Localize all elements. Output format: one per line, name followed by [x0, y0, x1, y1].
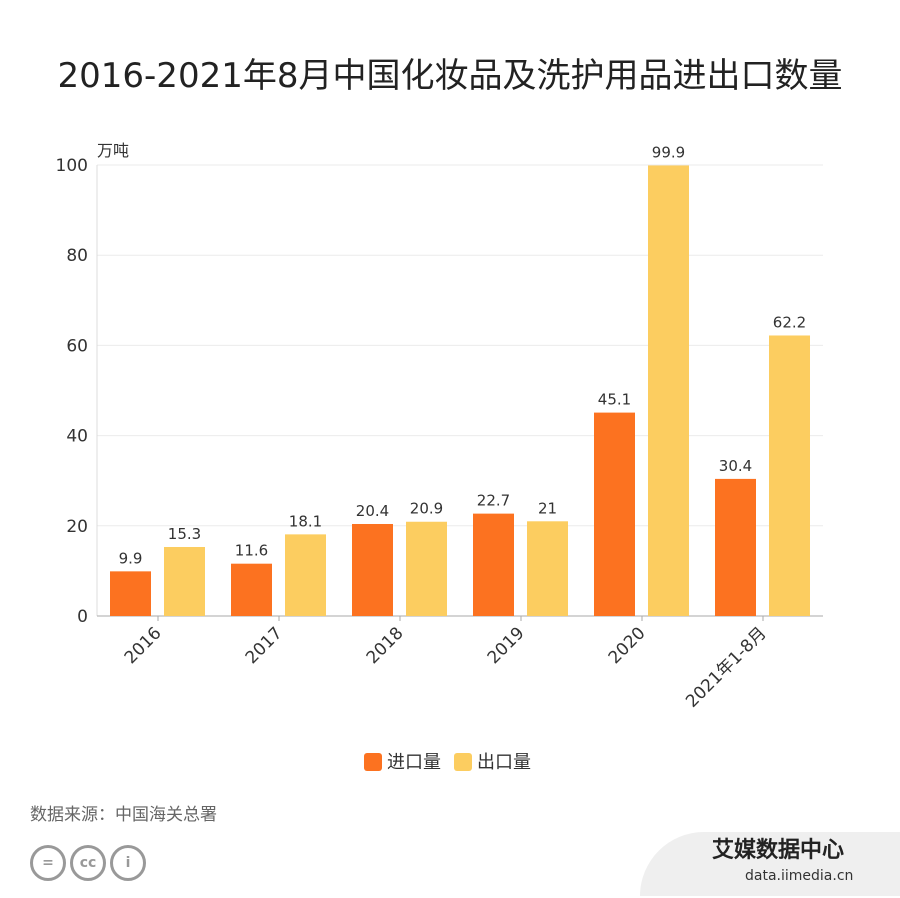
cc-by-icon: i: [110, 845, 146, 881]
data-label: 9.9: [119, 549, 143, 567]
cc-nd-icon: =: [30, 845, 66, 881]
bar-import: [715, 478, 756, 616]
chart-title: 2016-2021年8月中国化妆品及洗护用品进出口数量: [57, 56, 843, 96]
bar-import: [110, 571, 151, 616]
data-label: 20.9: [410, 500, 443, 518]
x-tick-label: 2017: [242, 623, 287, 668]
bar-export: [406, 521, 447, 616]
y-tick-label: 100: [56, 156, 88, 176]
bar-import: [473, 513, 514, 616]
data-label: 99.9: [652, 143, 685, 161]
x-tick-label: 2016: [121, 623, 166, 668]
data-label: 21: [538, 499, 557, 517]
x-tick-label: 2020: [605, 623, 650, 668]
legend-swatch: [364, 753, 382, 771]
y-axis-unit: 万吨: [97, 141, 129, 160]
bar-export: [527, 521, 568, 616]
logo: 艾媒数据中心: [712, 838, 845, 863]
data-label: 11.6: [235, 542, 268, 560]
logo-url: data.iimedia.cn: [745, 868, 854, 884]
bar-chart: 万吨 0 20 40 60 80 100 2016 9.9 15.3 2017 11.6 18.1 201…: [56, 141, 823, 773]
bar-export: [285, 534, 326, 616]
bar-export: [164, 546, 205, 616]
data-label: 45.1: [598, 391, 631, 409]
legend-label: 出口量: [477, 752, 531, 773]
data-label: 18.1: [289, 512, 322, 530]
bar-import: [231, 563, 272, 616]
x-tick-label: 2021年1-8月: [682, 623, 770, 711]
bar-export: [648, 165, 689, 617]
data-source: 数据来源：中国海关总署: [30, 805, 217, 825]
y-tick-label: 80: [66, 246, 88, 266]
y-tick-label: 20: [66, 517, 88, 537]
bar-import: [594, 412, 635, 616]
bar-export: [769, 335, 810, 616]
y-tick-label: 60: [66, 336, 88, 356]
legend-swatch: [454, 753, 472, 771]
data-label: 20.4: [356, 502, 389, 520]
cc-icon: cc: [70, 845, 106, 881]
data-label: 62.2: [773, 313, 806, 331]
footer-band: [640, 832, 900, 896]
y-tick-label: 40: [66, 427, 88, 447]
legend-label: 进口量: [387, 752, 441, 773]
data-label: 22.7: [477, 492, 510, 510]
x-tick-label: 2019: [484, 623, 529, 668]
y-tick-label: 0: [77, 607, 88, 627]
bar-import: [352, 523, 393, 616]
data-label: 30.4: [719, 457, 752, 475]
x-tick-label: 2018: [363, 623, 408, 668]
data-label: 15.3: [168, 525, 201, 543]
